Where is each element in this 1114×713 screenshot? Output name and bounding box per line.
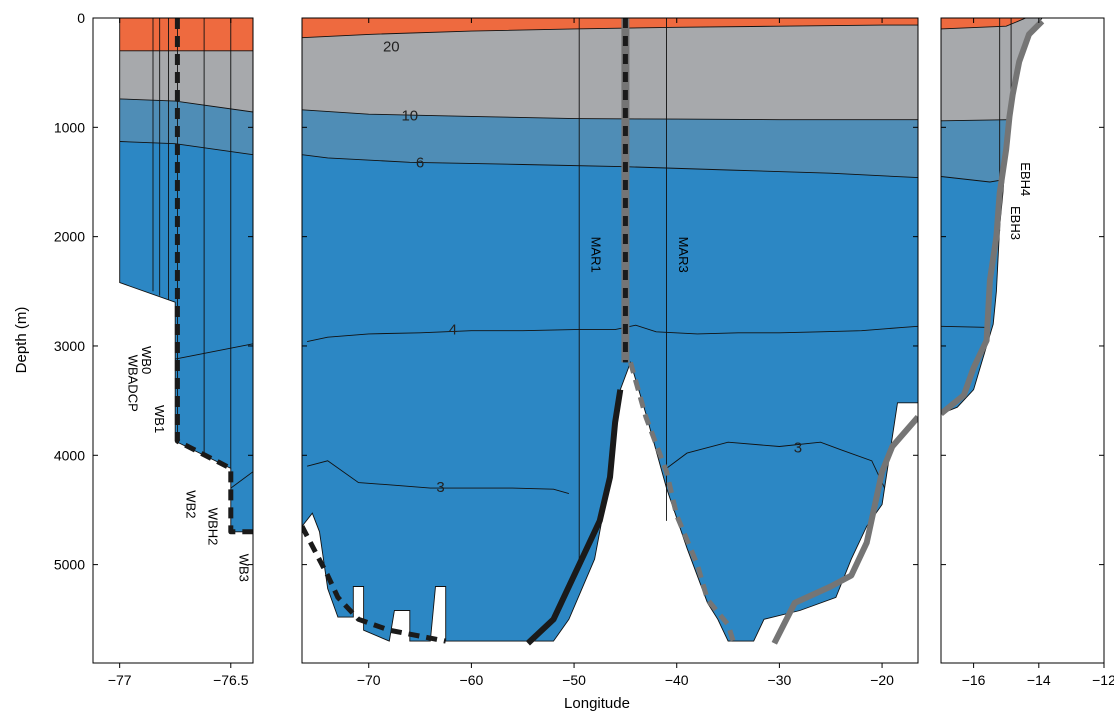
layer-10-band <box>302 18 918 120</box>
isoline-3 <box>666 441 888 494</box>
mooring-label: WB1 <box>152 405 167 433</box>
isoline-20 <box>941 18 1026 30</box>
x-tick-label: −76.5 <box>213 672 249 688</box>
y-axis-label: Depth (m) <box>13 307 30 374</box>
mooring-label: WB0 <box>139 346 154 374</box>
mooring-label: WBADCP <box>126 355 141 412</box>
isoline-10 <box>941 119 1010 122</box>
water-layers <box>302 18 918 642</box>
isoline-10 <box>119 98 253 113</box>
x-tick-label: −50 <box>562 672 586 688</box>
y-tick-label: 5000 <box>54 557 85 573</box>
mooring-label: MAR1 <box>589 237 604 273</box>
contour-label: 3 <box>794 440 802 457</box>
isoline-4 <box>941 325 990 328</box>
panel-central: MAR1 MAR3 20 10 6 4 3 3 −70 −60 −50 −40 −30 −20 <box>301 17 919 688</box>
panel-east: EBH4 EBH3 −16 −14 −12 <box>940 17 1114 688</box>
isoline-3 <box>306 460 570 495</box>
contour-label: 20 <box>383 38 400 55</box>
water-layers <box>941 18 1104 414</box>
isoline-4 <box>175 343 253 360</box>
mooring-label: WBH2 <box>206 508 221 546</box>
panel-frame <box>92 17 254 664</box>
y-tick-label: 2000 <box>54 229 85 245</box>
y-tick-label: 1000 <box>54 119 85 135</box>
isoline-4 <box>307 324 918 343</box>
boundary-line-dark-solid <box>525 389 624 646</box>
x-axis-label: Longitude <box>564 695 630 712</box>
boundary-line-gray-solid <box>771 415 918 645</box>
contour-label: 6 <box>416 154 424 171</box>
isoline-6 <box>302 154 918 179</box>
mooring-label: EBH3 <box>1008 206 1023 240</box>
isoline-6 <box>119 141 253 156</box>
mooring-label: EBH4 <box>1018 162 1033 196</box>
x-tick-label: −60 <box>460 672 484 688</box>
x-tick-label: −20 <box>870 672 894 688</box>
x-tick-label: −70 <box>357 672 381 688</box>
x-tick-label: −30 <box>768 672 792 688</box>
x-tick-label: −14 <box>1027 672 1051 688</box>
boundary-line-gray-solid <box>941 19 1045 417</box>
x-tick-label: −12 <box>1092 672 1114 688</box>
y-tick-label: 0 <box>77 10 85 26</box>
layer-20-band <box>941 18 1104 29</box>
layer-10-band <box>941 18 1104 121</box>
contour-label: 4 <box>449 322 457 339</box>
mooring-label: MAR3 <box>676 237 691 273</box>
y-tick-label: 3000 <box>54 338 85 354</box>
boundary-line-gray-dashed <box>628 361 736 642</box>
boundary-line-dark-dashed <box>302 525 447 644</box>
layer-20-band <box>93 18 253 51</box>
mooring-label: WB2 <box>183 490 198 518</box>
isoline-10 <box>302 109 918 121</box>
contour-label: 3 <box>436 479 444 496</box>
seafloor-outline <box>93 18 253 533</box>
mooring-label: WB3 <box>237 554 252 582</box>
x-tick-label: −40 <box>665 672 689 688</box>
x-tick-label: −16 <box>962 672 986 688</box>
panel-frame <box>301 17 919 664</box>
seafloor-outline <box>302 360 918 642</box>
layer-20-band <box>302 18 918 38</box>
y-tick-label: 4000 <box>54 447 85 463</box>
x-tick-label: −77 <box>108 672 132 688</box>
contour-label: 10 <box>401 107 418 124</box>
isoline-3 <box>230 471 253 489</box>
panel-frame <box>940 17 1105 664</box>
